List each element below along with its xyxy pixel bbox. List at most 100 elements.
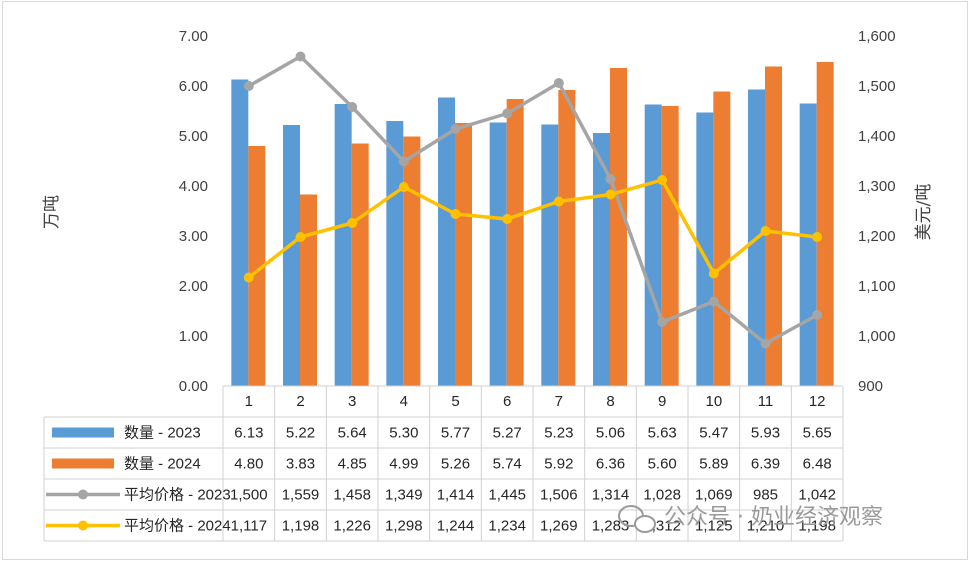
watermark-text: 公众号 · 奶业经济观察	[664, 505, 883, 530]
data-label: 1,198	[798, 518, 836, 535]
point-2023-month-5	[450, 124, 461, 134]
bar-2024-month-10	[713, 91, 731, 386]
legend-swatch-marker	[78, 520, 88, 531]
y2-tick-label: 1,400	[858, 128, 896, 145]
y2-axis-title: 美元/吨	[914, 184, 934, 241]
legend-series-name: 数量 - 2023	[124, 425, 201, 442]
y2-tick-label: 1,100	[858, 278, 896, 295]
legend-series-name: 数量 - 2024	[124, 456, 201, 473]
data-label: 5.60	[648, 456, 677, 473]
y2-tick-label: 1,300	[858, 178, 896, 195]
x-tick-label: 10	[705, 393, 722, 410]
point-2024-month-6	[502, 214, 513, 224]
data-label: 1,506	[540, 487, 578, 504]
bar-2024-month-4	[403, 136, 421, 386]
data-label: 1,445	[488, 487, 526, 504]
point-2023-month-6	[502, 108, 513, 119]
data-label: 4.99	[389, 456, 418, 473]
bar-2023-month-12	[799, 103, 817, 386]
data-label: 1,244	[437, 518, 475, 535]
data-label: 6.48	[803, 456, 832, 473]
x-tick-label: 7	[555, 393, 563, 410]
x-tick-label: 9	[658, 393, 666, 410]
point-2023-month-9	[657, 317, 668, 327]
point-2023-month-7	[553, 78, 564, 88]
bar-2024-month-8	[610, 68, 627, 386]
data-label: 1,226	[333, 518, 371, 535]
point-2024-month-5	[450, 209, 461, 219]
data-label: 985	[753, 487, 778, 504]
bar-2024-month-7	[558, 90, 576, 386]
data-label: 5.92	[544, 456, 573, 473]
y2-tick-label: 1,200	[858, 228, 896, 245]
bar-2024-month-11	[765, 66, 782, 386]
data-label: 5.63	[648, 425, 677, 442]
point-2024-month-1	[243, 272, 254, 283]
data-label: 5.93	[751, 425, 780, 442]
data-label: 1,198	[282, 518, 320, 535]
x-tick-label: 12	[809, 393, 826, 410]
data-label: 1,283	[592, 518, 630, 535]
bar-2023-month-5	[438, 97, 455, 386]
data-label: 5.74	[493, 456, 522, 473]
data-label: 1,458	[333, 487, 371, 504]
x-tick-label: 2	[296, 393, 304, 410]
point-2023-month-12	[812, 310, 823, 320]
point-2024-month-9	[657, 175, 668, 185]
data-label: 5.06	[596, 425, 625, 442]
x-tick-label: 4	[400, 393, 408, 410]
legend-swatch-marker	[78, 489, 88, 500]
data-label: 5.27	[493, 425, 522, 442]
data-label: 1,069	[695, 487, 733, 504]
data-label: 1,125	[695, 518, 733, 535]
data-label: 6.36	[596, 456, 625, 473]
point-2023-month-4	[398, 156, 409, 167]
data-label: 5.47	[699, 425, 728, 442]
y-axis-title: 万吨	[42, 195, 62, 229]
y-tick-label: 1.00	[179, 328, 208, 345]
data-label: 1,269	[540, 518, 578, 535]
data-label: 5.64	[338, 425, 367, 442]
bar-2024-month-6	[506, 99, 524, 386]
x-tick-label: 11	[758, 393, 774, 410]
y2-tick-label: 1,500	[858, 78, 896, 95]
point-2024-month-12	[812, 232, 823, 242]
bar-2023-month-3	[334, 104, 352, 386]
legend-series-name: 平均价格 - 2024	[124, 518, 231, 535]
data-label: 4.85	[338, 456, 367, 473]
data-label: 1,298	[385, 518, 423, 535]
x-tick-label: 3	[348, 393, 356, 410]
y-tick-label: 0.00	[179, 378, 208, 395]
data-label: 1,349	[385, 487, 423, 504]
data-label: 3.83	[286, 456, 315, 473]
data-label: 1,414	[437, 487, 475, 504]
y-tick-label: 2.00	[179, 278, 208, 295]
bar-2024-month-3	[351, 143, 369, 386]
data-label: 5.26	[441, 456, 470, 473]
point-2024-month-7	[553, 196, 564, 207]
data-label: 5.77	[441, 425, 470, 442]
point-2024-month-8	[605, 189, 616, 200]
bar-2024-month-12	[816, 62, 834, 386]
bar-2024-month-5	[455, 123, 472, 386]
bar-2023-month-6	[489, 122, 507, 386]
x-tick-label: 5	[451, 393, 459, 410]
point-2023-month-2	[295, 51, 306, 62]
point-2024-month-4	[398, 182, 409, 192]
point-2023-month-11	[760, 338, 771, 349]
y-tick-label: 6.00	[179, 78, 208, 95]
wechat-icon	[618, 505, 656, 533]
y-tick-label: 4.00	[179, 178, 208, 195]
y-tick-label: 5.00	[179, 128, 208, 145]
bar-2023-month-1	[231, 79, 249, 386]
bar-2023-month-2	[283, 125, 300, 386]
point-2023-month-8	[605, 174, 616, 184]
legend-series-name: 平均价格 - 2023	[124, 487, 231, 504]
x-tick-label: 6	[503, 393, 511, 410]
line-2023-price	[247, 54, 819, 346]
legend-swatch-bar	[52, 427, 114, 438]
point-2023-month-1	[243, 81, 254, 91]
bar-2023-month-10	[696, 112, 714, 386]
point-2024-month-2	[295, 232, 306, 242]
